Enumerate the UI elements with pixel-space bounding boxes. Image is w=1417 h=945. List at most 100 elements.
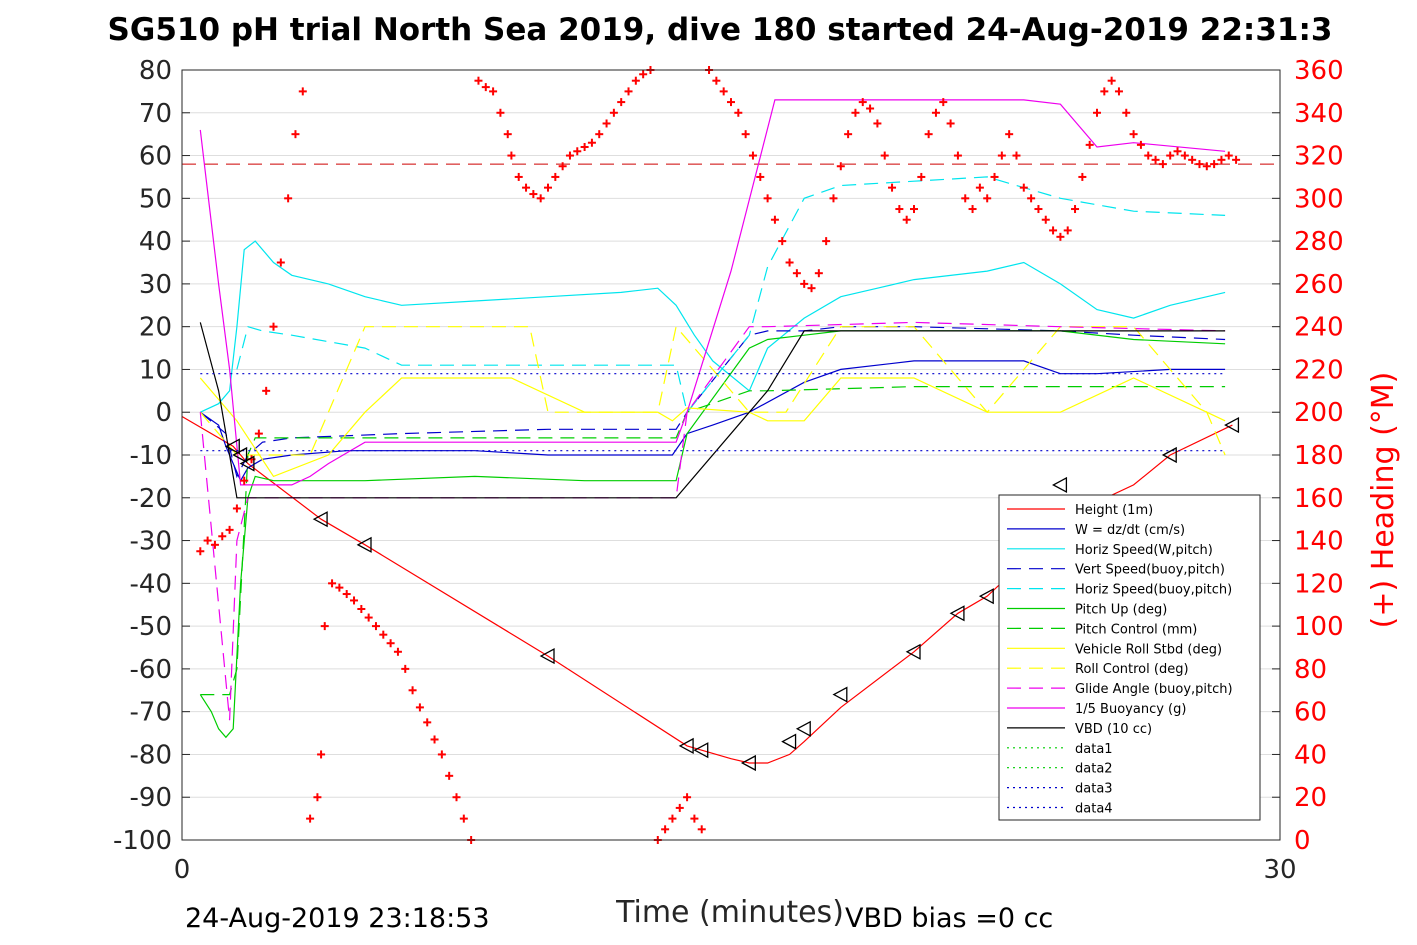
- heading-point: [386, 639, 395, 648]
- legend-entry-9: Glide Angle (buoy,pitch): [1075, 682, 1233, 697]
- tick-label-y: 30: [139, 270, 172, 300]
- tick-label-y2: 200: [1294, 398, 1344, 428]
- tick-label-y2: 140: [1294, 527, 1344, 557]
- heading-point: [602, 119, 611, 128]
- heading-point: [452, 793, 461, 802]
- heading-point: [1063, 226, 1072, 235]
- tick-label-y: -10: [130, 441, 172, 471]
- heading-point: [210, 540, 219, 549]
- heading-point: [807, 284, 816, 293]
- heading-point: [529, 190, 538, 199]
- heading-point: [983, 194, 992, 203]
- heading-point: [1085, 140, 1094, 149]
- depth-marker: [978, 588, 994, 605]
- heading-point: [536, 194, 545, 203]
- legend-entry-0: Height (1m): [1075, 503, 1153, 518]
- x-axis-label: Time (minutes): [615, 895, 844, 930]
- legend-entry-8: Roll Control (deg): [1075, 662, 1189, 677]
- heading-point: [814, 269, 823, 278]
- left-axis-ticks: 80 70 60 50 40 30 20 10 0 -10 -20 -30 -40 -50 -60 -70 -8…: [113, 56, 190, 856]
- heading-point: [379, 630, 388, 639]
- depth-markers: [224, 416, 1240, 772]
- tick-label-y2: 20: [1294, 783, 1327, 813]
- series-line-1: [199, 360, 1226, 483]
- depth-marker: [949, 605, 965, 622]
- depth-marker: [693, 742, 709, 759]
- tick-label-y: 20: [139, 313, 172, 343]
- heading-point: [313, 793, 322, 802]
- heading-point: [975, 183, 984, 192]
- heading-point: [225, 525, 234, 534]
- heading-point: [1019, 183, 1028, 192]
- heading-point: [1195, 160, 1204, 169]
- tick-label-y: -90: [130, 783, 172, 813]
- heading-point: [423, 718, 432, 727]
- heading-point: [968, 205, 977, 214]
- heading-point: [196, 547, 205, 556]
- tick-label-y: 10: [139, 355, 172, 385]
- heading-point: [946, 119, 955, 128]
- series-line-4: [236, 176, 1226, 414]
- tick-label-y: -60: [130, 655, 172, 685]
- tick-label-y2: 340: [1294, 99, 1344, 129]
- legend-entry-2: Horiz Speed(W,pitch): [1075, 543, 1213, 558]
- heading-point: [595, 130, 604, 139]
- depth-marker: [239, 455, 255, 472]
- tick-label-y2: 320: [1294, 142, 1344, 172]
- tick-label-y: -40: [130, 569, 172, 599]
- heading-point: [1232, 155, 1241, 164]
- heading-point: [1129, 130, 1138, 139]
- heading-point: [364, 613, 373, 622]
- heading-points: [196, 66, 1241, 844]
- heading-point: [489, 87, 498, 96]
- heading-point: [496, 108, 505, 117]
- heading-point: [792, 269, 801, 278]
- heading-point: [1224, 151, 1233, 160]
- legend-entry-3: Vert Speed(buoy,pitch): [1075, 563, 1225, 578]
- heading-point: [931, 108, 940, 117]
- depth-marker: [1224, 416, 1240, 434]
- depth-marker: [1161, 446, 1177, 464]
- tick-label-y2: 60: [1294, 698, 1327, 728]
- tick-label-y2: 360: [1294, 56, 1344, 86]
- heading-point: [888, 183, 897, 192]
- tick-label-y2: 80: [1294, 655, 1327, 685]
- legend-entry-13: data2: [1075, 762, 1113, 777]
- heading-point: [573, 147, 582, 156]
- heading-point: [350, 596, 359, 605]
- legend-entry-6: Pitch Control (mm): [1075, 622, 1197, 637]
- heading-point: [335, 583, 344, 592]
- legend-entry-14: data3: [1075, 782, 1113, 797]
- heading-point: [851, 108, 860, 117]
- heading-point: [240, 476, 249, 485]
- tick-label-y: -30: [130, 527, 172, 557]
- heading-point: [1034, 205, 1043, 214]
- heading-point: [1114, 87, 1123, 96]
- tick-label-y: -70: [130, 698, 172, 728]
- heading-point: [895, 205, 904, 214]
- legend-entry-4: Horiz Speed(buoy,pitch): [1075, 583, 1232, 598]
- footer-vbd-bias: VBD bias =0 cc: [845, 903, 1053, 934]
- heading-point: [503, 130, 512, 139]
- tick-label-y: -50: [130, 612, 172, 642]
- heading-point: [990, 172, 999, 181]
- tick-label-y2: 180: [1294, 441, 1344, 471]
- heading-point: [917, 172, 926, 181]
- heading-point: [276, 258, 285, 267]
- series-line-10: [199, 99, 1226, 486]
- heading-point: [1151, 155, 1160, 164]
- depth-marker: [356, 536, 372, 553]
- heading-point: [514, 172, 523, 181]
- heading-point: [1202, 162, 1211, 171]
- heading-point: [785, 258, 794, 267]
- heading-point: [1078, 172, 1087, 181]
- depth-marker: [740, 754, 756, 772]
- heading-point: [763, 194, 772, 203]
- legend-entry-11: VBD (10 cc): [1075, 722, 1152, 737]
- heading-point: [459, 814, 468, 823]
- heading-point: [544, 183, 552, 192]
- heading-point: [661, 825, 670, 834]
- x-axis-ticks: 0 30: [174, 832, 1297, 885]
- heading-point: [1093, 108, 1101, 117]
